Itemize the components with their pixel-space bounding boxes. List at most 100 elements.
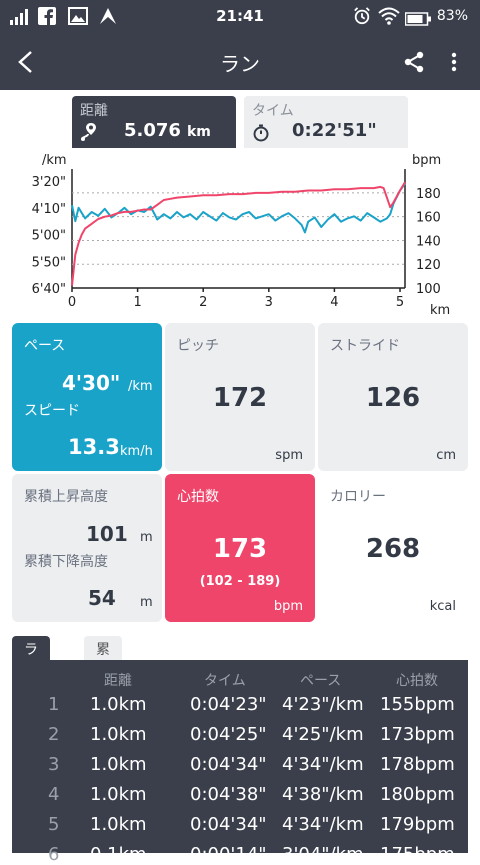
laps-table: 距離 タイム ペース 心拍数 1 1.0km 0:04'23" 4'23"/km 155… bbox=[12, 660, 468, 865]
back-arrow-icon bbox=[18, 51, 32, 73]
y-left-tick-label: 5'00" bbox=[32, 229, 66, 244]
lap-time: 0:04'34" bbox=[190, 754, 267, 775]
page-title: ラン bbox=[220, 52, 260, 76]
pace-value: 4'30" bbox=[62, 371, 121, 395]
y-right-unit-label: bpm bbox=[412, 153, 441, 168]
status-bar: 21:41 83% bbox=[0, 0, 480, 34]
battery-icon bbox=[405, 12, 431, 26]
y-right-tick-label: 120 bbox=[416, 258, 441, 273]
x-tick-label: 3 bbox=[265, 295, 273, 310]
lap-heart-rate: 155bpm bbox=[380, 694, 455, 715]
calorie-unit: kcal bbox=[429, 599, 456, 614]
distance-number: 5.076 bbox=[124, 120, 181, 141]
lap-heart-rate: 178bpm bbox=[380, 754, 455, 775]
ascent-label: 累積上昇高度 bbox=[24, 489, 108, 505]
summary-time-tab[interactable]: タイム 0:22'51" bbox=[244, 96, 408, 148]
heart-rate-card: 心拍数 173 (102 - 189) bpm bbox=[165, 474, 315, 622]
lap-heart-rate: 175bpm bbox=[380, 844, 455, 865]
tab-laps[interactable]: ラップ bbox=[12, 636, 50, 698]
column-header-heart-rate: 心拍数 bbox=[396, 673, 438, 689]
lap-pace: 4'34"/km bbox=[282, 814, 364, 835]
pace-heart-rate-chart: 3'20"4'10"5'00"5'50"6'40"180160140120100… bbox=[32, 153, 451, 318]
clock: 21:41 bbox=[216, 7, 264, 25]
lap-pace: 4'34"/km bbox=[282, 754, 364, 775]
lap-time: 0:04'34" bbox=[190, 814, 267, 835]
lap-number: 2 bbox=[48, 724, 60, 745]
lap-time: 0:04'23" bbox=[190, 694, 267, 715]
share-button[interactable] bbox=[396, 44, 432, 80]
descent-unit: m bbox=[140, 595, 153, 610]
y-right-tick-label: 180 bbox=[416, 187, 441, 202]
pitch-label: ピッチ bbox=[177, 338, 219, 354]
lap-distance: 0.1km bbox=[90, 844, 147, 865]
elevation-card: 累積上昇高度 101 m 累積下降高度 54 m bbox=[12, 474, 162, 622]
pitch-card: ピッチ 172 spm bbox=[165, 323, 315, 471]
wifi-icon bbox=[378, 7, 400, 25]
stride-card: ストライド 126 cm bbox=[318, 323, 468, 471]
calorie-label: カロリー bbox=[330, 489, 386, 505]
calorie-card: カロリー 268 kcal bbox=[318, 474, 468, 622]
image-icon bbox=[68, 7, 88, 25]
speed-value: 13.3 bbox=[68, 435, 120, 459]
x-tick-label: 2 bbox=[199, 295, 207, 310]
share-icon bbox=[404, 51, 424, 73]
alarm-icon bbox=[354, 7, 370, 25]
summary-distance-tab[interactable]: 距離 5.076 km bbox=[72, 96, 236, 148]
heart-rate-label: 心拍数 bbox=[177, 489, 219, 505]
speed-label: スピード bbox=[24, 403, 80, 419]
time-label: タイム bbox=[252, 103, 294, 119]
stride-unit: cm bbox=[436, 448, 456, 463]
lap-pace: 4'38"/km bbox=[282, 784, 364, 805]
facebook-icon bbox=[38, 7, 56, 25]
lap-pace: 4'25"/km bbox=[282, 724, 364, 745]
calorie-value: 268 bbox=[365, 534, 421, 564]
route-pin-icon bbox=[81, 123, 96, 141]
heart-rate-unit: bpm bbox=[273, 599, 303, 614]
lap-pace: 4'23"/km bbox=[282, 694, 364, 715]
stride-value: 126 bbox=[365, 383, 421, 413]
lap-time: 0:00'14" bbox=[190, 844, 267, 865]
y-left-tick-label: 3'20" bbox=[32, 175, 66, 190]
lap-heart-rate: 180bpm bbox=[380, 784, 455, 805]
speed-unit: km/h bbox=[120, 444, 153, 459]
battery-percent: 83% bbox=[436, 8, 468, 24]
pace-unit: /km bbox=[128, 379, 153, 394]
lap-time: 0:04'25" bbox=[190, 724, 267, 745]
column-header-distance: 距離 bbox=[104, 673, 132, 689]
lap-time: 0:04'38" bbox=[190, 784, 267, 805]
heart-rate-line bbox=[71, 181, 406, 286]
x-tick-label: 5 bbox=[396, 295, 404, 310]
lap-distance: 1.0km bbox=[90, 814, 147, 835]
pitch-value: 172 bbox=[212, 383, 268, 413]
pitch-unit: spm bbox=[275, 448, 303, 463]
lap-number: 4 bbox=[48, 784, 60, 805]
stride-label: ストライド bbox=[330, 338, 400, 354]
time-value: 0:22'51" bbox=[292, 120, 377, 141]
y-right-tick-label: 140 bbox=[416, 234, 441, 249]
x-unit-label: km bbox=[430, 303, 450, 318]
heart-rate-range: (102 - 189) bbox=[199, 574, 281, 589]
y-left-unit-label: /km bbox=[42, 153, 67, 168]
x-tick-label: 4 bbox=[330, 295, 338, 310]
pace-line bbox=[71, 183, 406, 234]
tab-cumulative[interactable]: 累積 bbox=[84, 636, 122, 678]
lap-number: 3 bbox=[48, 754, 60, 775]
y-left-tick-label: 4'10" bbox=[32, 202, 66, 217]
lap-pace: 3'04"/km bbox=[282, 844, 364, 865]
column-header-pace: ペース bbox=[300, 673, 342, 689]
more-options-button[interactable] bbox=[436, 44, 472, 80]
y-right-tick-label: 100 bbox=[416, 282, 441, 297]
back-button[interactable] bbox=[8, 44, 44, 80]
app-bar: ラン bbox=[0, 34, 480, 90]
column-header-time: タイム bbox=[204, 673, 246, 689]
ascent-unit: m bbox=[140, 530, 153, 545]
lap-heart-rate: 173bpm bbox=[380, 724, 455, 745]
pace-label: ペース bbox=[24, 338, 66, 354]
more-vert-icon bbox=[451, 52, 457, 72]
signal-icon bbox=[10, 9, 28, 25]
y-left-tick-label: 5'50" bbox=[32, 255, 66, 270]
heart-rate-value: 173 bbox=[212, 534, 268, 564]
lap-distance: 1.0km bbox=[90, 754, 147, 775]
lap-number: 6 bbox=[48, 844, 60, 865]
stopwatch-icon bbox=[253, 124, 269, 142]
